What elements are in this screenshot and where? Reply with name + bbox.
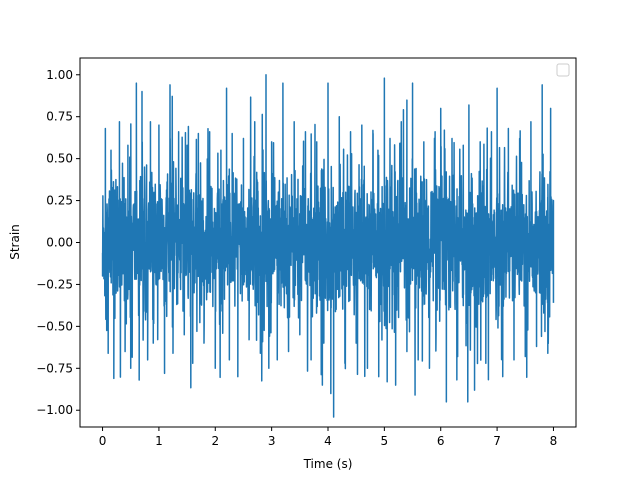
y-tick-label: −0.75 <box>36 361 73 375</box>
x-tick-label: 3 <box>268 434 276 448</box>
x-tick-label: 5 <box>381 434 389 448</box>
x-tick-label: 8 <box>550 434 558 448</box>
y-tick-label: 0.50 <box>46 152 73 166</box>
plot-area <box>101 74 555 418</box>
y-axis-label: Strain <box>8 224 22 260</box>
x-tick-label: 7 <box>493 434 501 448</box>
x-tick-label: 6 <box>437 434 445 448</box>
y-tick-label: −1.00 <box>36 403 73 417</box>
y-tick-label: 1.00 <box>46 68 73 82</box>
x-axis-label: Time (s) <box>303 457 353 471</box>
strain-series-line <box>101 74 555 418</box>
x-tick-label: 1 <box>155 434 163 448</box>
y-tick-label: −0.50 <box>36 319 73 333</box>
y-tick-label: −0.25 <box>36 277 73 291</box>
x-tick-label: 2 <box>211 434 219 448</box>
x-tick-label: 0 <box>99 434 107 448</box>
x-tick-label: 4 <box>324 434 332 448</box>
y-tick-label: 0.25 <box>46 194 73 208</box>
legend-box <box>556 63 570 77</box>
y-tick-label: 0.75 <box>46 110 73 124</box>
ticks: 0 1 2 3 4 5 6 7 8 −1.00 −0.75 −0.50 −0.25 0.00 0.25 0.5… <box>36 68 557 448</box>
y-tick-label: 0.00 <box>46 236 73 250</box>
